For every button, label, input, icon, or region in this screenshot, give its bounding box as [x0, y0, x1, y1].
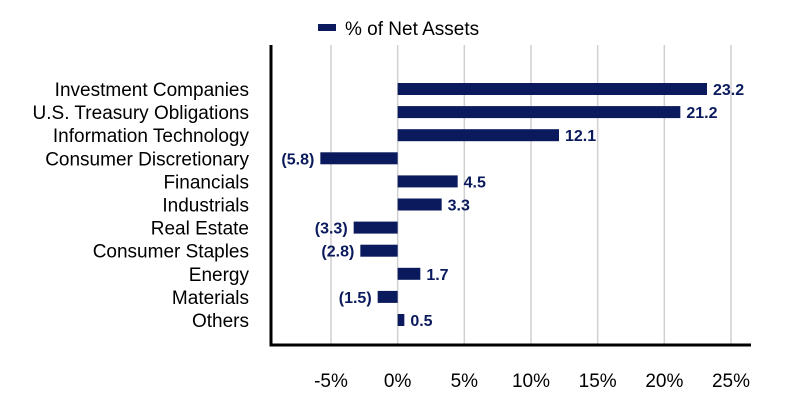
category-label: Financials [163, 172, 249, 193]
data-label: 23.2 [713, 82, 744, 99]
x-tick-label: 5% [451, 371, 479, 392]
bar [397, 83, 707, 95]
category-label: Industrials [162, 196, 249, 217]
bar [320, 152, 398, 165]
data-labels: 23.2 21.2 12.1 (5.8) 4.5 3.3 (3.3) (2.8) 1.7 (1.5… [281, 82, 744, 330]
data-label: 1.7 [426, 267, 448, 284]
x-tick-label: -5% [314, 371, 348, 392]
data-label: (5.8) [281, 151, 314, 168]
category-label: Real Estate [151, 219, 249, 240]
category-label: Materials [172, 288, 249, 309]
legend-label: % of Net Assets [345, 19, 479, 40]
category-label: Consumer Discretionary [45, 149, 249, 170]
data-label: 0.5 [410, 313, 432, 330]
axes [269, 45, 751, 347]
data-label: 4.5 [464, 174, 486, 191]
category-label: Others [192, 311, 249, 332]
bar [353, 221, 398, 234]
category-label: Consumer Staples [93, 242, 249, 263]
bars [320, 83, 707, 326]
data-label: (3.3) [315, 221, 348, 238]
bar [397, 267, 421, 280]
x-tick-label: 15% [579, 371, 617, 392]
legend: % of Net Assets [318, 19, 479, 40]
x-tick-label: 25% [712, 371, 750, 392]
bar [397, 175, 458, 188]
category-label: Investment Companies [55, 80, 249, 101]
x-tick-label: 20% [645, 371, 683, 392]
category-label: Information Technology [53, 126, 250, 147]
data-label: (2.8) [321, 244, 354, 261]
bar [377, 290, 398, 303]
data-label: 12.1 [565, 128, 596, 145]
category-label: Energy [189, 265, 250, 286]
bar [397, 129, 559, 142]
x-tick-labels: -5% 0% 5% 10% 15% 20% 25% [314, 371, 750, 392]
bar [360, 244, 398, 257]
legend-swatch [318, 24, 336, 31]
bar [397, 198, 442, 211]
category-label: U.S. Treasury Obligations [33, 103, 249, 124]
data-label: 21.2 [686, 105, 717, 122]
bar [397, 106, 681, 119]
x-tick-label: 0% [384, 371, 412, 392]
x-tick-label: 10% [512, 371, 550, 392]
bar [397, 314, 405, 326]
data-label: (1.5) [339, 290, 372, 307]
data-label: 3.3 [448, 198, 470, 215]
